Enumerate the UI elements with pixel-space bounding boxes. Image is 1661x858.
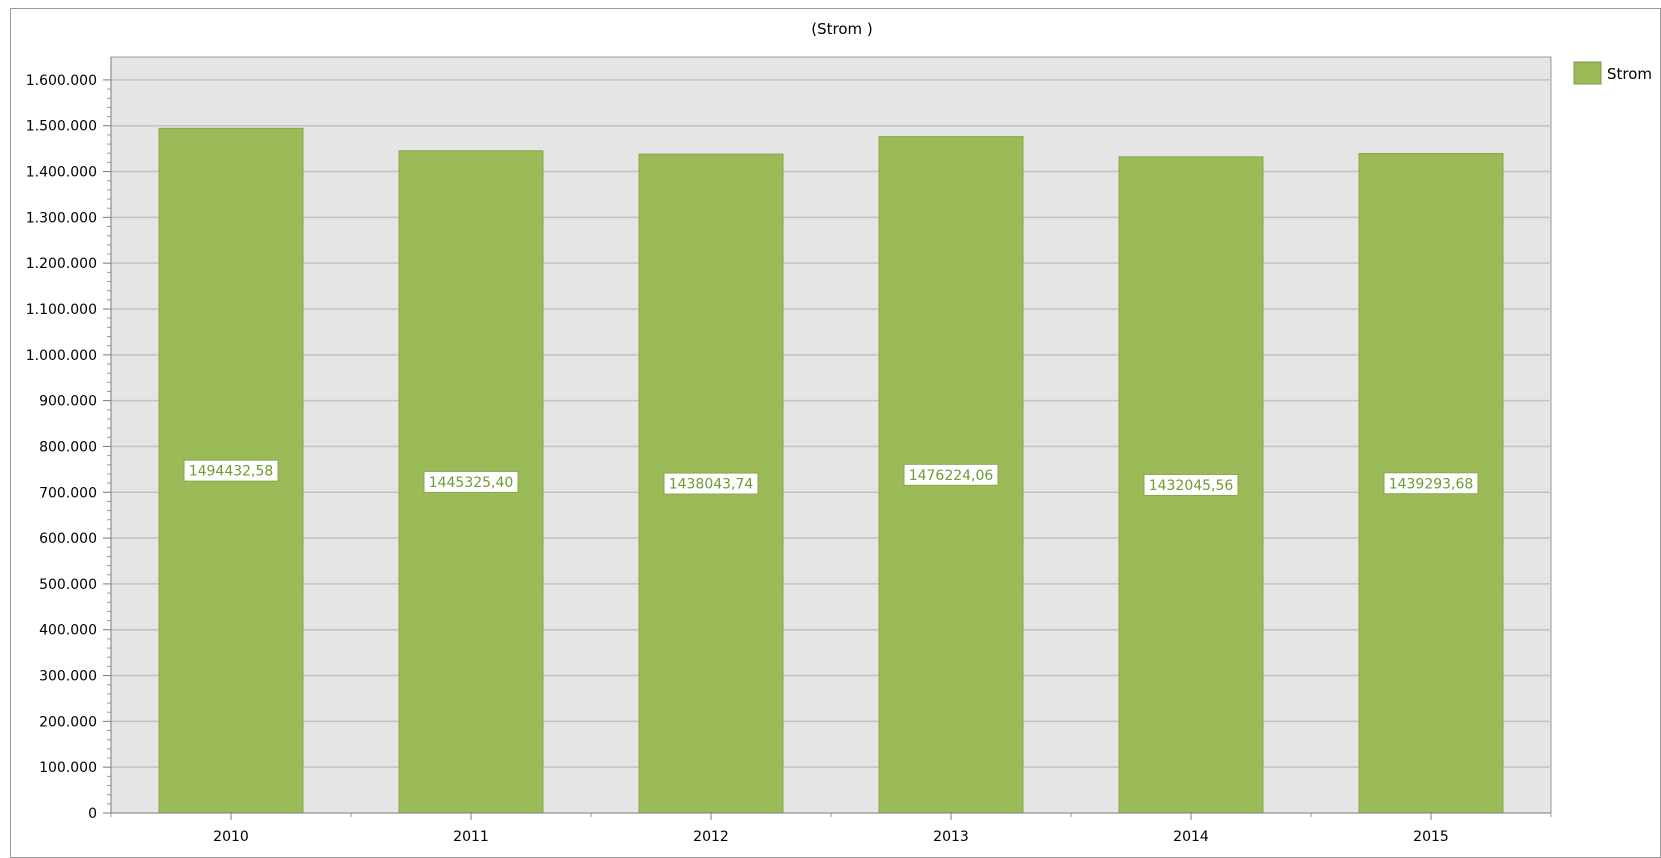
y-tick-label: 100.000 xyxy=(39,760,97,776)
y-tick-label: 1.400.000 xyxy=(26,165,97,181)
data-label: 1438043,74 xyxy=(669,477,754,493)
data-label: 1445325,40 xyxy=(429,475,514,491)
y-tick-label: 300.000 xyxy=(39,669,97,685)
y-tick-label: 500.000 xyxy=(39,577,97,593)
x-tick-label: 2011 xyxy=(453,829,489,845)
data-label: 1432045,56 xyxy=(1149,478,1234,494)
x-tick-label: 2012 xyxy=(693,829,729,845)
y-axis-minor-ticks xyxy=(107,88,111,805)
y-tick-label: 400.000 xyxy=(39,623,97,639)
legend: Strom xyxy=(1573,61,1652,85)
y-tick-label: 1.600.000 xyxy=(26,73,97,89)
bars xyxy=(158,127,1504,814)
y-tick-label: 600.000 xyxy=(39,531,97,547)
data-label-box xyxy=(423,470,519,493)
data-label-box xyxy=(663,472,759,495)
y-tick-label: 1.000.000 xyxy=(26,348,97,364)
y-tick-label: 1.500.000 xyxy=(26,119,97,135)
y-tick-label: 0 xyxy=(88,806,97,822)
data-label-box xyxy=(1383,472,1479,495)
y-tick-label: 900.000 xyxy=(39,394,97,410)
x-tick-label: 2013 xyxy=(933,829,969,845)
x-tick-label: 2015 xyxy=(1413,829,1449,845)
y-tick-label: 800.000 xyxy=(39,439,97,455)
data-labels: 1494432,58 1445325,40 1438043,74 1476224,06… xyxy=(183,459,1479,496)
plot-area xyxy=(110,56,1552,814)
y-tick-label: 200.000 xyxy=(39,714,97,730)
data-label: 1439293,68 xyxy=(1389,476,1474,492)
chart-title: (Strom ) xyxy=(811,20,873,38)
y-tick-label: 1.300.000 xyxy=(26,210,97,226)
data-label: 1494432,58 xyxy=(189,464,274,480)
data-label-box xyxy=(903,463,999,486)
y-tick-label: 1.200.000 xyxy=(26,256,97,272)
data-label-box xyxy=(183,459,279,482)
x-tick-label: 2014 xyxy=(1173,829,1209,845)
gridlines xyxy=(111,79,1551,768)
y-tick-label: 1.100.000 xyxy=(26,302,97,318)
data-label: 1476224,06 xyxy=(909,468,994,484)
legend-label: Strom xyxy=(1607,65,1652,83)
legend-swatch xyxy=(1573,61,1602,85)
x-axis: 2010 2011 2012 2013 2014 2015 xyxy=(110,812,1552,845)
x-tick-label: 2010 xyxy=(213,829,249,845)
y-tick-label: 700.000 xyxy=(39,485,97,501)
y-axis: 0 100.000 200.000 300.000 400.000 500.000 600.… xyxy=(26,57,112,822)
data-label-box xyxy=(1143,473,1239,496)
